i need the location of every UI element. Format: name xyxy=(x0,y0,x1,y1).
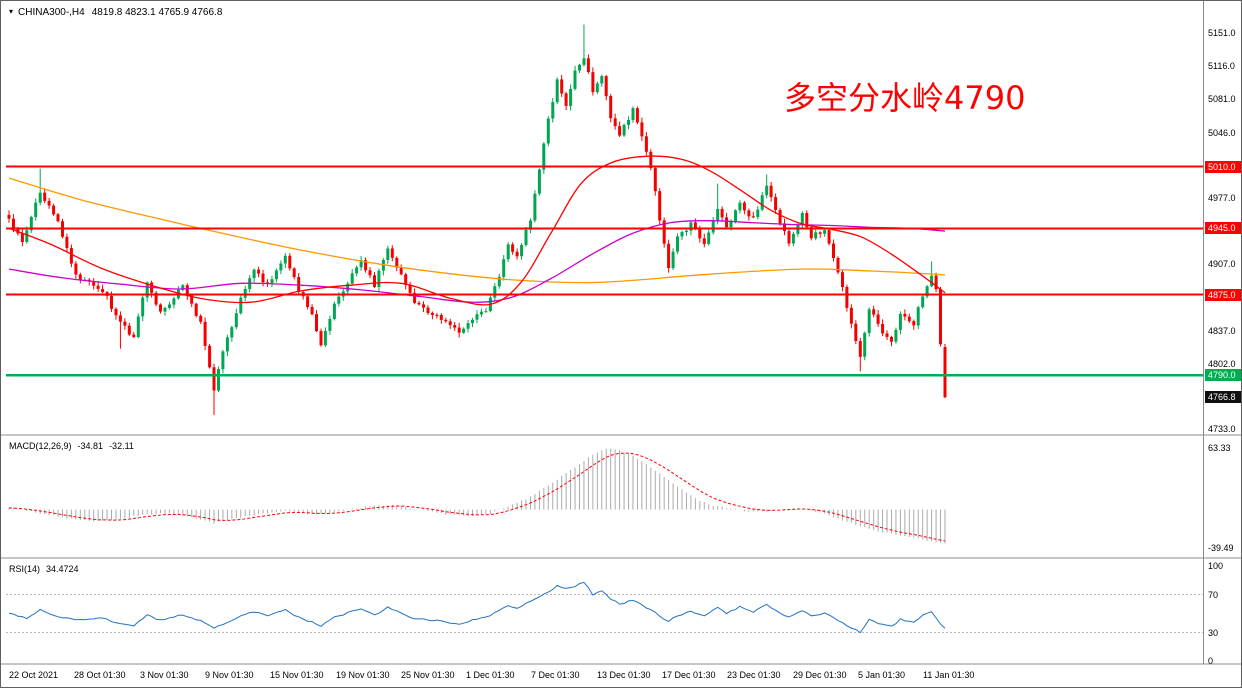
price-tick-label: 4837.0 xyxy=(1208,325,1236,336)
time-axis-label: 29 Dec 01:30 xyxy=(793,670,847,680)
time-axis-label: 3 Nov 01:30 xyxy=(140,670,189,680)
macd-name: MACD(12,26,9) xyxy=(9,441,72,451)
time-axis-label: 17 Dec 01:30 xyxy=(662,670,716,680)
rsi-scale-label: 100 xyxy=(1208,561,1224,571)
macd-signal-value: -32.11 xyxy=(109,441,134,451)
rsi-value: 34.4724 xyxy=(46,564,79,574)
time-axis-label: 5 Jan 01:30 xyxy=(858,670,906,680)
chart-title: ▾ CHINA300-,H4 4819.8 4823.1 4765.9 4766.8 xyxy=(9,7,222,18)
price-flag-4945.0: 4945.0 xyxy=(1205,222,1241,235)
price-flag-4875.0: 4875.0 xyxy=(1205,288,1241,301)
price-scale[interactable]: 5151.0 5116.0 5081.0 5046.0 4977.0 4907.0 4837… xyxy=(1204,1,1241,435)
rsi-line xyxy=(8,581,946,634)
time-axis-label: 11 Jan 01:30 xyxy=(923,670,975,680)
time-axis-label: 28 Oct 01:30 xyxy=(74,670,126,680)
ma-slow-orange xyxy=(8,177,946,284)
price-tick-label: 4733.0 xyxy=(1208,424,1236,435)
time-axis-label: 7 Dec 01:30 xyxy=(531,670,580,680)
price-flag-4790.0: 4790.0 xyxy=(1205,369,1241,382)
macd-histogram xyxy=(8,448,946,544)
time-axis-label: 9 Nov 01:30 xyxy=(205,670,254,680)
macd-scale-max: 63.33 xyxy=(1208,443,1231,453)
time-axis-label: 1 Dec 01:30 xyxy=(466,670,515,680)
macd-scale-min: -39.49 xyxy=(1208,543,1234,553)
ma-fast-red xyxy=(8,155,946,306)
rsi-scale-label: 30 xyxy=(1208,627,1219,638)
macd-value: -34.81 xyxy=(77,441,104,451)
price-tick-label: 5081.0 xyxy=(1208,94,1236,105)
collapse-icon[interactable]: ▾ xyxy=(9,7,14,16)
price-tick-label: 5046.0 xyxy=(1208,127,1236,138)
rsi-scale-label: 0 xyxy=(1208,656,1214,666)
symbol-timeframe-label: CHINA300-,H4 xyxy=(18,7,85,18)
price-tick-label: 4977.0 xyxy=(1208,192,1236,203)
ohlc-values: 4819.8 4823.1 4765.9 4766.8 xyxy=(91,7,223,18)
current-price-flag: 4766.8 xyxy=(1205,391,1241,404)
price-flag-5010.0: 5010.0 xyxy=(1205,160,1241,173)
price-tick-label: 4907.0 xyxy=(1208,259,1236,270)
macd-scale[interactable]: 63.33 -39.49 xyxy=(1204,435,1241,558)
time-axis-label: 13 Dec 01:30 xyxy=(597,670,651,680)
rsi-name: RSI(14) xyxy=(9,564,41,574)
price-tick-label: 5116.0 xyxy=(1208,61,1235,72)
price-tick-label: 4802.0 xyxy=(1208,358,1236,369)
time-scale[interactable]: 22 Oct 2021 28 Oct 01:30 3 Nov 01:30 9 Nov … xyxy=(1,664,1241,687)
time-axis-label: 25 Nov 01:30 xyxy=(401,670,455,680)
time-axis-label: 22 Oct 2021 xyxy=(9,670,59,680)
chart-annotation-text[interactable]: 多空分水岭4790 xyxy=(784,79,1026,117)
ma-mid-magenta xyxy=(8,220,946,303)
rsi-scale-label: 70 xyxy=(1208,589,1219,600)
candlestick-series xyxy=(7,24,947,416)
macd-indicator-label: MACD(12,26,9) -34.81 -32.11 xyxy=(9,441,140,451)
rsi-scale[interactable]: 100 70 30 0 xyxy=(1204,558,1241,666)
time-axis-label: 15 Nov 01:30 xyxy=(270,670,324,680)
macd-signal-line xyxy=(8,452,946,542)
rsi-indicator-label: RSI(14) 34.4724 xyxy=(9,564,85,574)
price-tick-label: 5151.0 xyxy=(1208,28,1236,38)
time-axis-label: 19 Nov 01:30 xyxy=(336,670,390,680)
time-axis-label: 23 Dec 01:30 xyxy=(727,670,781,680)
